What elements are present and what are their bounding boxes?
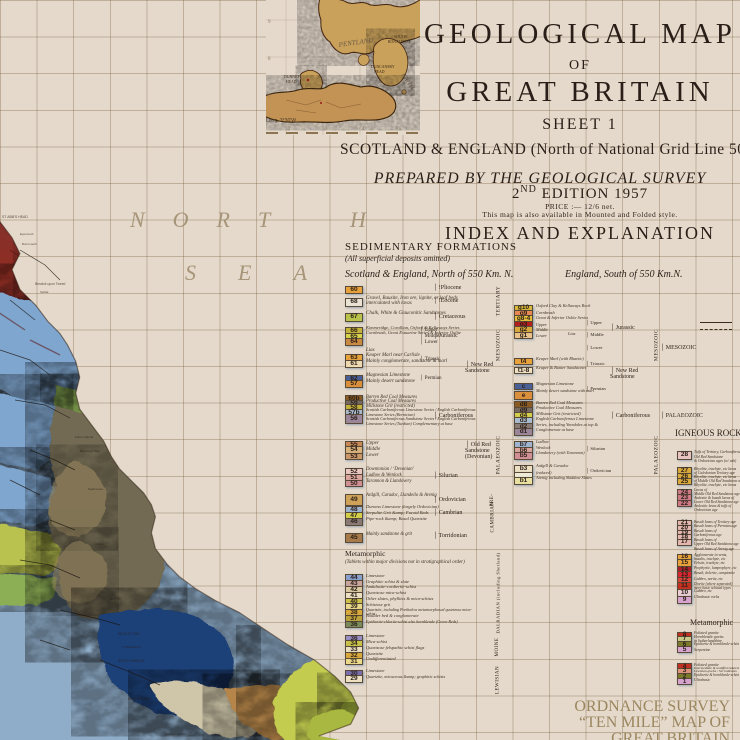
svg-text:8: 8 [268, 57, 271, 62]
svg-text:DUNCANSBY: DUNCANSBY [371, 65, 395, 69]
svg-text:DUNNET: DUNNET [284, 75, 300, 79]
svg-text:HEAD: HEAD [374, 70, 385, 74]
svg-text:9: 9 [268, 20, 271, 25]
svg-text:RONALDSAY: RONALDSAY [388, 40, 411, 44]
svg-text:SOUTH: SOUTH [394, 35, 407, 39]
svg-text:HEAD: HEAD [286, 80, 297, 84]
